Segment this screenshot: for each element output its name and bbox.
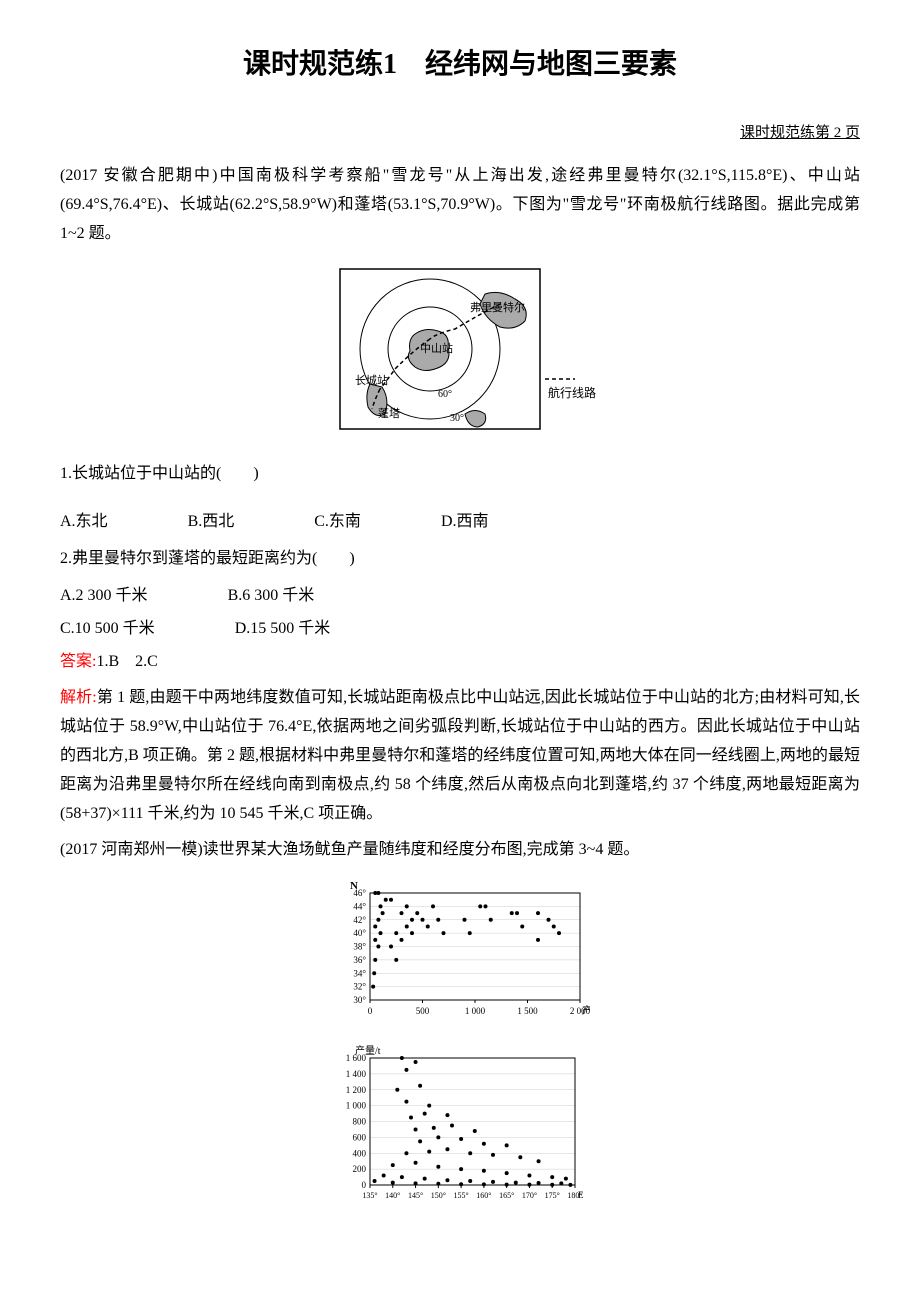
intro-paragraph-2: (2017 河南郑州一模)读世界某大渔场鱿鱼产量随纬度和经度分布图,完成第 3~… [60,836,860,865]
svg-text:34°: 34° [353,968,366,978]
page-title: 课时规范练1 经纬网与地图三要素 [60,40,860,90]
svg-text:140°: 140° [385,1191,400,1200]
svg-text:600: 600 [353,1133,367,1143]
q1-option-c: C.东南 [314,508,361,537]
map-label-fremantle: 弗里曼特尔 [470,300,525,314]
charts-container: 30°32°34°36°38°40°42°44°46°05001 0001 50… [60,875,860,1210]
svg-text:200: 200 [353,1164,367,1174]
page-reference: 课时规范练第 2 页 [60,120,860,147]
svg-text:36°: 36° [353,955,366,965]
svg-text:500: 500 [416,1006,430,1016]
svg-text:产量/t: 产量/t [582,1004,590,1017]
svg-text:1 200: 1 200 [346,1085,367,1095]
svg-text:32°: 32° [353,982,366,992]
svg-text:170°: 170° [522,1191,537,1200]
question-2-options: A.2 300 千米 B.6 300 千米 C.10 500 千米 D.15 5… [60,582,860,644]
svg-text:1 500: 1 500 [517,1006,538,1016]
map-label-changcheng: 长城站 [355,373,388,387]
map-label-30: 30° [450,413,464,424]
svg-text:135°: 135° [362,1191,377,1200]
intro-paragraph-1: (2017 安徽合肥期中)中国南极科学考察船"雪龙号"从上海出发,途经弗里曼特尔… [60,162,860,248]
answer-label: 答案: [60,653,96,670]
svg-text:44°: 44° [353,902,366,912]
map-label-pengta: 蓬塔 [378,407,400,420]
q1-option-d: D.西南 [441,508,489,537]
map-label-60: 60° [438,389,452,400]
latitude-chart: 30°32°34°36°38°40°42°44°46°05001 0001 50… [330,875,590,1025]
svg-text:0: 0 [368,1006,373,1016]
svg-text:165°: 165° [499,1191,514,1200]
q2-option-a: A.2 300 千米 [60,582,148,611]
answer-line: 答案:1.B 2.C [60,648,860,677]
svg-text:150°: 150° [431,1191,446,1200]
svg-text:N: N [350,880,358,892]
q2-option-d: D.15 500 千米 [235,615,331,644]
svg-text:40°: 40° [353,928,366,938]
explanation: 解析:第 1 题,由题干中两地纬度数值可知,长城站距南极点比中山站远,因此长城站… [60,684,860,828]
svg-text:0: 0 [362,1180,367,1190]
map-legend-route: 航行线路 [548,385,596,400]
q2-option-c: C.10 500 千米 [60,615,155,644]
question-1-options: A.东北 B.西北 C.东南 D.西南 [60,508,860,537]
svg-text:175°: 175° [545,1191,560,1200]
longitude-chart: 02004006008001 0001 2001 4001 600135°140… [330,1040,590,1210]
svg-text:产量/t: 产量/t [355,1044,381,1057]
svg-text:160°: 160° [476,1191,491,1200]
svg-text:E: E [578,1190,584,1200]
explain-text: 第 1 题,由题干中两地纬度数值可知,长城站距南极点比中山站远,因此长城站位于中… [60,689,860,821]
q1-option-a: A.东北 [60,508,108,537]
svg-text:400: 400 [353,1148,367,1158]
question-1-stem: 1.长城站位于中山站的( ) [60,460,860,489]
antarctic-map-svg: 弗里曼特尔 中山站 长城站 蓬塔 60° 30° 航行线路 [320,259,600,439]
question-2-stem: 2.弗里曼特尔到蓬塔的最短距离约为( ) [60,545,860,574]
svg-text:1 000: 1 000 [465,1006,486,1016]
explain-label: 解析: [60,689,97,706]
svg-text:800: 800 [353,1117,367,1127]
svg-text:42°: 42° [353,915,366,925]
map-label-zhongshan: 中山站 [420,341,453,355]
svg-text:155°: 155° [454,1191,469,1200]
answer-text: 1.B 2.C [96,653,157,670]
svg-text:1 400: 1 400 [346,1069,367,1079]
svg-text:1 000: 1 000 [346,1101,367,1111]
q2-option-b: B.6 300 千米 [228,582,315,611]
antarctic-map-figure: 弗里曼特尔 中山站 长城站 蓬塔 60° 30° 航行线路 [60,259,860,450]
svg-text:30°: 30° [353,995,366,1005]
svg-text:38°: 38° [353,942,366,952]
svg-text:145°: 145° [408,1191,423,1200]
q1-option-b: B.西北 [188,508,235,537]
